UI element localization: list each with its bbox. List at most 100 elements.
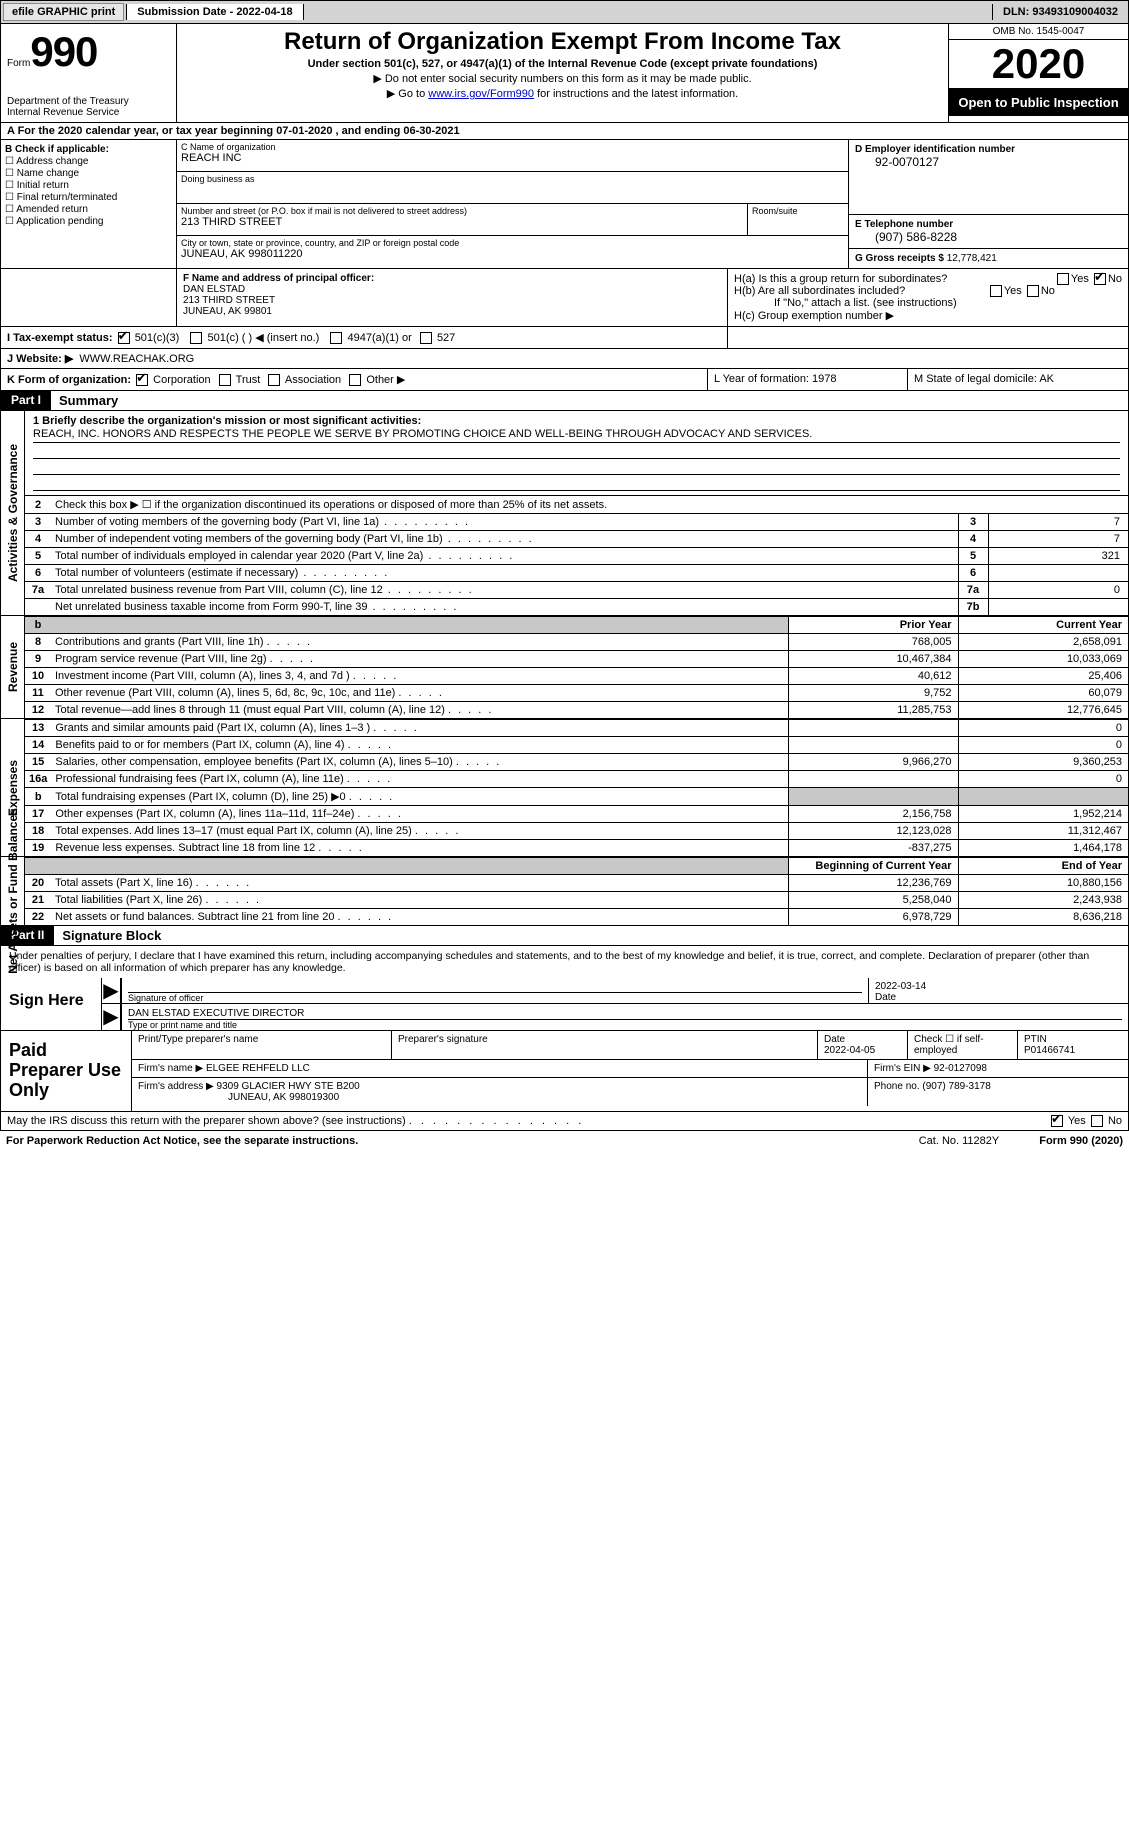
vside-rev: Revenue	[6, 642, 20, 692]
chk-trust[interactable]	[219, 374, 231, 386]
section-net-assets: Net Assets or Fund Balances Beginning of…	[0, 857, 1129, 926]
city-label: City or town, state or province, country…	[181, 238, 844, 248]
hb-yes[interactable]	[990, 285, 1002, 297]
chk-amended[interactable]: ☐ Amended return	[5, 204, 172, 215]
h-a: H(a) Is this a group return for subordin…	[734, 273, 1122, 285]
form-header: Form990 Department of the Treasury Inter…	[0, 24, 1129, 123]
b-title: B Check if applicable:	[5, 144, 172, 155]
footer: For Paperwork Reduction Act Notice, see …	[0, 1131, 1129, 1151]
part2-header: Part II Signature Block	[0, 926, 1129, 946]
chk-initial-return[interactable]: ☐ Initial return	[5, 180, 172, 191]
state-domicile: M State of legal domicile: AK	[908, 369, 1128, 390]
sign-arrow-icon-2: ▶	[102, 1004, 122, 1030]
discuss-yes[interactable]	[1051, 1115, 1063, 1127]
form-number: 990	[30, 28, 97, 75]
chk-corp[interactable]	[136, 374, 148, 386]
paid-preparer-label: Paid Preparer Use Only	[1, 1031, 131, 1110]
ha-yes[interactable]	[1057, 273, 1069, 285]
gov-table: 2Check this box ▶ ☐ if the organization …	[25, 495, 1128, 615]
expenses-table: 13Grants and similar amounts paid (Part …	[25, 719, 1128, 856]
sig-intro: Under penalties of perjury, I declare th…	[0, 946, 1129, 978]
officer-name: DAN ELSTAD	[183, 284, 721, 295]
vside-ag: Activities & Governance	[6, 444, 20, 582]
gross-label: G Gross receipts $	[855, 253, 944, 264]
h-b: H(b) Are all subordinates included? Yes …	[734, 285, 1122, 297]
firm-ein: 92-0127098	[934, 1063, 987, 1074]
sign-date: 2022-03-14	[875, 981, 1122, 992]
officer-print-name: DAN ELSTAD EXECUTIVE DIRECTOR	[128, 1008, 1122, 1019]
f-label: F Name and address of principal officer:	[183, 273, 721, 284]
dba-label: Doing business as	[181, 174, 844, 184]
row-a-tax-year: A For the 2020 calendar year, or tax yea…	[0, 123, 1129, 140]
org-name: REACH INC	[181, 152, 844, 164]
sign-arrow-icon: ▶	[102, 978, 122, 1003]
city-value: JUNEAU, AK 998011220	[181, 248, 844, 260]
omb-number: OMB No. 1545-0047	[949, 24, 1128, 40]
row-k: K Form of organization: Corporation Trus…	[0, 369, 1129, 391]
officer-addr1: 213 THIRD STREET	[183, 295, 721, 306]
mission-text: REACH, INC. HONORS AND RESPECTS THE PEOP…	[33, 427, 1120, 443]
cat-no: Cat. No. 11282Y	[919, 1135, 1000, 1147]
block-fh: F Name and address of principal officer:…	[0, 269, 1129, 327]
form-title: Return of Organization Exempt From Incom…	[187, 28, 938, 56]
chk-name-change[interactable]: ☐ Name change	[5, 168, 172, 179]
street-label: Number and street (or P.O. box if mail i…	[181, 206, 743, 216]
part1-header: Part I Summary	[0, 391, 1129, 411]
open-to-public: Open to Public Inspection	[949, 89, 1128, 116]
chk-4947[interactable]	[330, 332, 342, 344]
firm-name: ELGEE REHFELD LLC	[206, 1063, 310, 1074]
hb-no[interactable]	[1027, 285, 1039, 297]
chk-address-change[interactable]: ☐ Address change	[5, 156, 172, 167]
chk-assoc[interactable]	[268, 374, 280, 386]
vside-na: Net Assets or Fund Balances	[6, 808, 20, 974]
chk-final-return[interactable]: ☐ Final return/terminated	[5, 192, 172, 203]
form-footer: Form 990 (2020)	[1039, 1135, 1123, 1147]
discuss-no[interactable]	[1091, 1115, 1103, 1127]
section-revenue: Revenue bPrior YearCurrent Year 8Contrib…	[0, 616, 1129, 719]
form-word: Form	[7, 58, 30, 69]
ha-no[interactable]	[1094, 273, 1106, 285]
top-bar: efile GRAPHIC print Submission Date - 20…	[0, 0, 1129, 24]
phone-value: (907) 586-8228	[855, 230, 1122, 244]
dept-treasury: Department of the Treasury	[7, 96, 170, 107]
sign-here-block: Sign Here ▶ Signature of officer 2022-03…	[0, 978, 1129, 1031]
room-suite-label: Room/suite	[748, 204, 848, 235]
chk-501c[interactable]	[190, 332, 202, 344]
irs-label: Internal Revenue Service	[7, 107, 170, 118]
submission-date-label: Submission Date - 2022-04-18	[126, 4, 303, 20]
paid-preparer-block: Paid Preparer Use Only Print/Type prepar…	[0, 1031, 1129, 1111]
street-value: 213 THIRD STREET	[181, 216, 743, 228]
chk-app-pending[interactable]: ☐ Application pending	[5, 216, 172, 227]
section-expenses: Expenses 13Grants and similar amounts pa…	[0, 719, 1129, 857]
year-formation: L Year of formation: 1978	[708, 369, 908, 390]
dln-label: DLN: 93493109004032	[992, 4, 1128, 20]
form-subtitle: Under section 501(c), 527, or 4947(a)(1)…	[187, 58, 938, 70]
block-bcdeg: B Check if applicable: ☐ Address change …	[0, 140, 1129, 269]
goto-line: ▶ Go to www.irs.gov/Form990 for instruct…	[187, 87, 938, 100]
efile-print-button[interactable]: efile GRAPHIC print	[3, 3, 124, 21]
chk-other[interactable]	[349, 374, 361, 386]
h-b-note: If "No," attach a list. (see instruction…	[734, 297, 1122, 309]
ein-label: D Employer identification number	[855, 144, 1122, 155]
chk-527[interactable]	[420, 332, 432, 344]
revenue-table: bPrior YearCurrent Year 8Contributions a…	[25, 616, 1128, 718]
irs-link[interactable]: www.irs.gov/Form990	[428, 88, 534, 100]
firm-phone: (907) 789-3178	[922, 1081, 990, 1092]
ein-value: 92-0070127	[855, 155, 1122, 169]
c-name-label: C Name of organization	[181, 142, 844, 152]
section-activities-governance: Activities & Governance 1 Briefly descri…	[0, 411, 1129, 616]
phone-label: E Telephone number	[855, 219, 1122, 230]
ssn-warning: ▶ Do not enter social security numbers o…	[187, 72, 938, 85]
firm-addr: 9309 GLACIER HWY STE B200	[217, 1081, 360, 1092]
chk-501c3[interactable]	[118, 332, 130, 344]
officer-addr2: JUNEAU, AK 99801	[183, 306, 721, 317]
h-c: H(c) Group exemption number ▶	[734, 309, 1122, 322]
sign-here-label: Sign Here	[1, 978, 101, 1030]
gross-value: 12,778,421	[947, 253, 997, 264]
discuss-row: May the IRS discuss this return with the…	[0, 1112, 1129, 1131]
signature-label: Signature of officer	[128, 992, 862, 1003]
net-assets-table: Beginning of Current YearEnd of Year 20T…	[25, 857, 1128, 925]
website-link[interactable]: WWW.REACHAK.ORG	[79, 353, 194, 365]
row-j: J Website: ▶ WWW.REACHAK.ORG	[0, 349, 1129, 369]
mission-q: 1 Briefly describe the organization's mi…	[33, 415, 1120, 427]
